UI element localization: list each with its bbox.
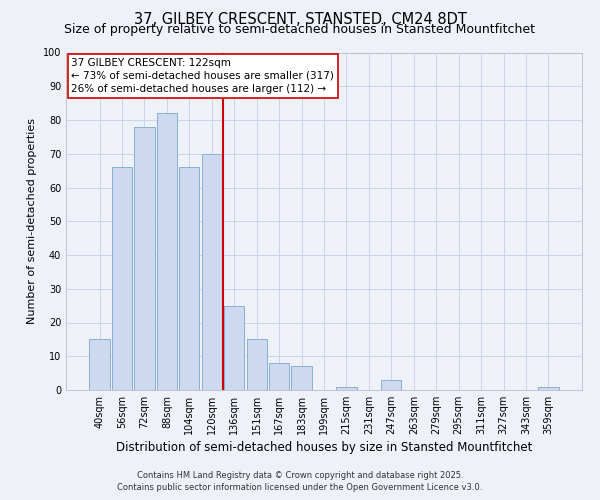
Bar bbox=[179, 167, 199, 390]
Bar bbox=[292, 366, 311, 390]
Text: Size of property relative to semi-detached houses in Stansted Mountfitchet: Size of property relative to semi-detach… bbox=[65, 24, 536, 36]
Bar bbox=[381, 380, 401, 390]
Bar bbox=[247, 340, 267, 390]
Text: 37 GILBEY CRESCENT: 122sqm
← 73% of semi-detached houses are smaller (317)
26% o: 37 GILBEY CRESCENT: 122sqm ← 73% of semi… bbox=[71, 58, 334, 94]
Bar bbox=[157, 114, 177, 390]
Bar bbox=[224, 306, 244, 390]
Bar bbox=[202, 154, 222, 390]
Bar bbox=[269, 363, 289, 390]
Y-axis label: Number of semi-detached properties: Number of semi-detached properties bbox=[27, 118, 37, 324]
Text: 37, GILBEY CRESCENT, STANSTED, CM24 8DT: 37, GILBEY CRESCENT, STANSTED, CM24 8DT bbox=[134, 12, 466, 28]
X-axis label: Distribution of semi-detached houses by size in Stansted Mountfitchet: Distribution of semi-detached houses by … bbox=[116, 441, 532, 454]
Bar bbox=[112, 167, 132, 390]
Bar bbox=[89, 340, 110, 390]
Bar bbox=[538, 386, 559, 390]
Bar bbox=[337, 386, 356, 390]
Bar bbox=[134, 126, 155, 390]
Text: Contains HM Land Registry data © Crown copyright and database right 2025.
Contai: Contains HM Land Registry data © Crown c… bbox=[118, 471, 482, 492]
